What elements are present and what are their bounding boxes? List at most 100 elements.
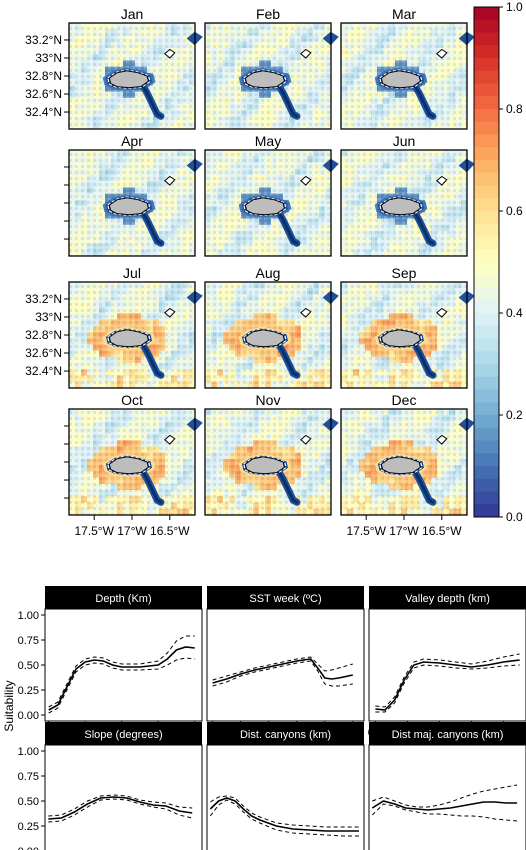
- map-title: Jun: [393, 133, 416, 149]
- colorbar-frame: [473, 6, 500, 518]
- madeira-island: [108, 197, 149, 216]
- ci-upper-line: [212, 656, 353, 681]
- colorbar-segment: [474, 313, 499, 327]
- panel-strip: [45, 722, 202, 745]
- colorbar-segment: [474, 287, 499, 301]
- porto-santo-island: [164, 175, 176, 186]
- ci-upper-line: [375, 653, 520, 708]
- map-panel-sep: Sep: [340, 265, 475, 389]
- colorbar-segment: [474, 478, 499, 492]
- ci-lower-line: [48, 798, 193, 823]
- lon-tick-label: 16.5°W: [422, 524, 462, 538]
- madeira-island: [380, 329, 421, 348]
- map-panel-nov: Nov: [204, 392, 339, 516]
- contour-line: [243, 69, 287, 89]
- ci-upper-line: [48, 635, 195, 708]
- curve-panel-5: Dist. canyons (km)02468: [206, 722, 365, 850]
- lat-tick-label: 33.2°N: [25, 292, 62, 306]
- curve-panel-2: SST week (ºC)161820222426: [206, 586, 365, 739]
- ci-lower-line: [48, 657, 195, 714]
- channel-core: [412, 83, 435, 118]
- lon-tick-label: 17°W: [389, 524, 419, 538]
- colorbar-segment: [474, 96, 499, 110]
- map-title: Apr: [121, 133, 143, 149]
- colorbar-segment: [474, 160, 499, 174]
- colorbar-segment: [474, 453, 499, 467]
- map-title: May: [255, 133, 281, 149]
- panel-strip: [207, 722, 364, 745]
- contour-line: [379, 328, 423, 348]
- fit-line: [371, 800, 518, 811]
- map-frame: [204, 408, 332, 516]
- channel-core: [412, 342, 435, 377]
- colorbar-segment: [474, 236, 499, 250]
- lat-tick-label: 32.6°N: [25, 87, 62, 101]
- lat-tick-label: 33.2°N: [25, 33, 62, 47]
- map-panel-aug: Aug: [204, 265, 339, 389]
- ci-upper-line: [210, 795, 359, 828]
- panel-frame: [368, 608, 526, 722]
- colorbar-segment: [474, 351, 499, 365]
- madeira-island: [244, 329, 285, 348]
- fit-line: [209, 797, 359, 832]
- map-title: Oct: [121, 392, 143, 408]
- colorbar-segment: [474, 338, 499, 352]
- channel-core: [140, 342, 163, 377]
- y-axis-label: Suitability: [2, 680, 16, 731]
- lon-tick-label: 17°W: [117, 524, 147, 538]
- fit-line: [212, 658, 353, 684]
- colorbar-segment: [474, 300, 499, 314]
- map-frame: [340, 22, 468, 130]
- colorbar-segment: [474, 198, 499, 212]
- channel-core: [140, 469, 163, 504]
- channel-core: [276, 210, 299, 245]
- lat-tick-label: 32.4°N: [25, 105, 62, 119]
- channel-core: [412, 469, 435, 504]
- map-title: Mar: [392, 6, 416, 22]
- map-frame: [204, 281, 332, 389]
- lat-tick-label: 32.6°N: [25, 346, 62, 360]
- panel-frame: [368, 744, 526, 850]
- curve-panel-4: Slope (degrees)051015200.000.250.500.751…: [18, 722, 203, 850]
- madeira-island: [108, 70, 149, 89]
- colorbar-tick-label: 0.8: [506, 102, 523, 116]
- colorbar-tick-label: 1.0: [506, 0, 523, 14]
- channel-core: [276, 469, 299, 504]
- porto-santo-island: [300, 307, 312, 318]
- madeira-island: [244, 197, 285, 216]
- colorbar-segment: [474, 211, 499, 225]
- colorbar-segment: [474, 58, 499, 72]
- colorbar-segment: [474, 504, 499, 518]
- ci-lower-line: [371, 803, 518, 822]
- map-frame: [340, 149, 468, 257]
- curve-panel-1: Depth (Km)012340.000.250.500.751.00: [18, 586, 203, 739]
- lon-tick-label: 17.5°W: [346, 524, 386, 538]
- colorbar-segment: [474, 32, 499, 46]
- madeira-island: [244, 456, 285, 475]
- colorbar-segment: [474, 325, 499, 339]
- ci-lower-line: [375, 664, 520, 713]
- colorbar-tick-label: 0.6: [506, 204, 523, 218]
- ci-lower-line: [212, 660, 353, 687]
- colorbar-tick-label: 0.0: [506, 510, 523, 524]
- map-panel-apr: Apr: [64, 133, 203, 257]
- madeira-island: [380, 70, 421, 89]
- curve-panel-6: Dist maj. canyons (km)0510: [368, 722, 526, 850]
- panel-strip: [369, 722, 526, 745]
- panel-title: Depth (Km): [95, 593, 151, 605]
- map-frame: [340, 281, 468, 389]
- colorbar-segment: [474, 45, 499, 59]
- colorbar: 0.00.20.40.60.81.0: [473, 0, 523, 524]
- contour-line: [379, 69, 423, 89]
- colorbar-segment: [474, 427, 499, 441]
- panel-strip: [45, 586, 202, 609]
- colorbar-segment: [474, 466, 499, 480]
- colorbar-segment: [474, 185, 499, 199]
- contour-line: [107, 69, 151, 89]
- colorbar-segment: [474, 440, 499, 454]
- map-panel-may: May: [204, 133, 339, 257]
